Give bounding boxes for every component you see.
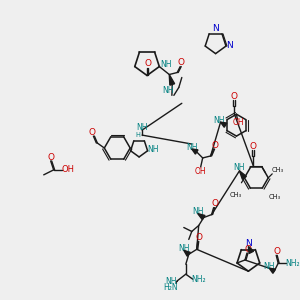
Text: NH: NH bbox=[213, 116, 224, 125]
Text: CH₃: CH₃ bbox=[268, 194, 280, 200]
Text: NH₂: NH₂ bbox=[285, 259, 299, 268]
Polygon shape bbox=[169, 74, 175, 85]
Text: O: O bbox=[211, 140, 218, 149]
Polygon shape bbox=[192, 149, 198, 154]
Text: O: O bbox=[145, 59, 152, 68]
Text: NH: NH bbox=[165, 277, 177, 286]
Text: CH₃: CH₃ bbox=[271, 167, 283, 173]
Text: NH: NH bbox=[147, 146, 159, 154]
Text: H₂N: H₂N bbox=[164, 283, 178, 292]
Text: O: O bbox=[274, 247, 281, 256]
Text: NH: NH bbox=[186, 142, 197, 152]
Polygon shape bbox=[239, 171, 246, 179]
Text: O: O bbox=[195, 233, 202, 242]
Text: OH: OH bbox=[61, 165, 74, 174]
Text: O: O bbox=[178, 58, 185, 67]
Text: O: O bbox=[89, 128, 96, 136]
Text: O: O bbox=[211, 199, 218, 208]
Text: OH: OH bbox=[195, 167, 206, 176]
Polygon shape bbox=[269, 268, 275, 273]
Text: N: N bbox=[226, 41, 233, 50]
Text: N: N bbox=[212, 24, 219, 33]
Text: NH: NH bbox=[234, 164, 245, 172]
Text: O: O bbox=[47, 153, 54, 162]
Text: O: O bbox=[231, 92, 238, 101]
Polygon shape bbox=[184, 250, 190, 256]
Text: NH: NH bbox=[192, 207, 203, 216]
Text: OH: OH bbox=[232, 118, 244, 127]
Text: O: O bbox=[244, 244, 251, 253]
Text: NH: NH bbox=[178, 244, 190, 253]
Polygon shape bbox=[220, 122, 227, 127]
Text: NH: NH bbox=[162, 86, 174, 95]
Text: O: O bbox=[250, 142, 257, 151]
Text: NH₂: NH₂ bbox=[191, 275, 206, 284]
Polygon shape bbox=[248, 246, 253, 254]
Text: CH₃: CH₃ bbox=[230, 192, 242, 198]
Text: NH: NH bbox=[136, 123, 148, 132]
Text: NH: NH bbox=[263, 262, 275, 271]
Text: H: H bbox=[136, 132, 140, 138]
Polygon shape bbox=[198, 214, 205, 220]
Text: N: N bbox=[245, 239, 252, 248]
Text: NH: NH bbox=[160, 60, 172, 69]
